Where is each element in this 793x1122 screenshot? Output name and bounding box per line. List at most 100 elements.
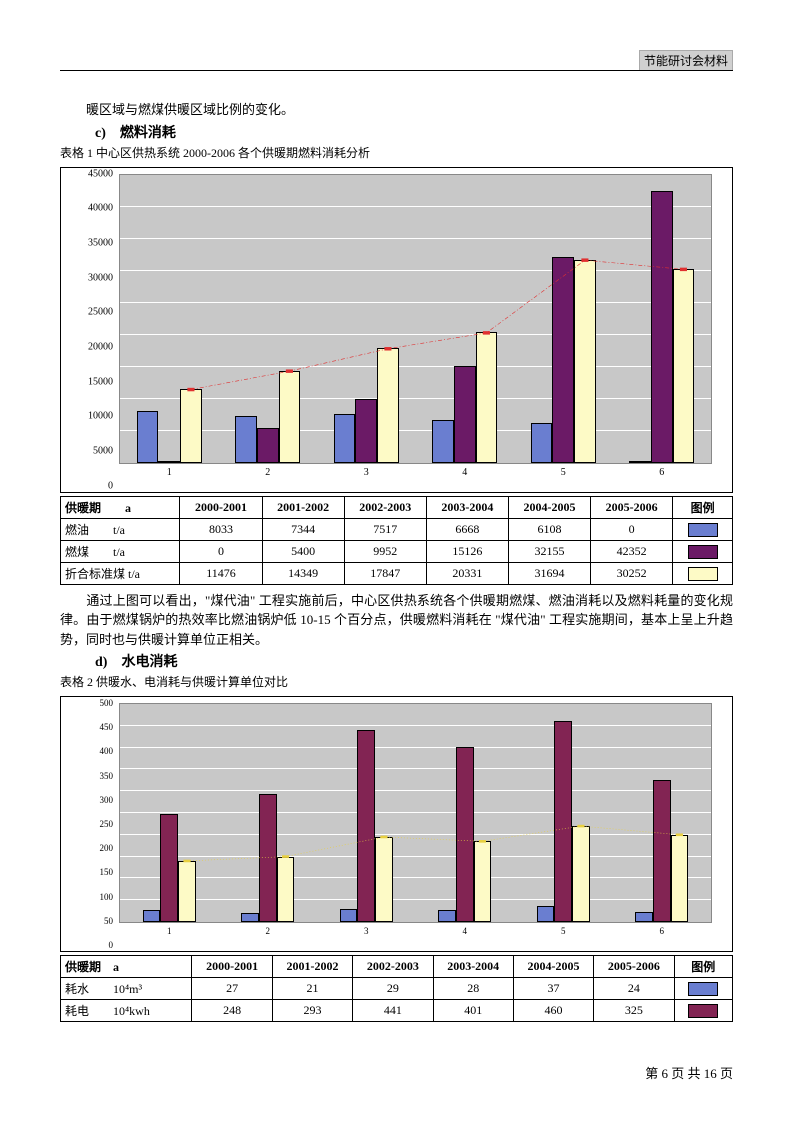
col-header: 2000-2001 [180,496,262,518]
row-label: 耗水 10⁴m³ [61,978,192,1000]
x-tick-label: 4 [463,926,468,936]
y-tick-label: 200 [73,843,113,853]
table2: 供暖期 a2000-20012001-20022002-20032003-200… [60,955,733,1022]
row-label: 燃煤 t/a [61,540,180,562]
bar [277,857,295,922]
bar [673,269,695,463]
bar [355,399,377,463]
row-label: 折合标准煤 t/a [61,562,180,584]
bar [572,826,590,922]
bar [160,814,178,922]
table-row: 耗水 10⁴m³272129283724 [61,978,733,1000]
cell: 248 [192,1000,272,1022]
y-tick-label: 45000 [73,168,113,179]
legend-swatch [688,1004,718,1018]
y-tick-label: 300 [73,795,113,805]
cell: 15126 [426,540,508,562]
bar [279,371,301,463]
section-d-label: d) 水电消耗 [95,651,733,671]
y-tick-label: 450 [73,722,113,732]
bar [554,721,572,922]
y-tick-label: 20000 [73,341,113,352]
bar [653,780,671,922]
legend-swatch [688,567,718,581]
bar [257,428,279,463]
cell: 42352 [591,540,673,562]
cell: 7517 [344,518,426,540]
cell: 14349 [262,562,344,584]
cell: 20331 [426,562,508,584]
y-tick-label: 50 [73,916,113,926]
plot-area: 123456 [119,174,712,464]
page-footer: 第 6 页 共 16 页 [645,1063,733,1082]
x-tick-label: 6 [659,467,664,478]
bar [178,861,196,922]
x-tick-label: 6 [660,926,665,936]
cell: 441 [353,1000,433,1022]
bar [671,835,689,922]
cell: 27 [192,978,272,1000]
col-header: 图例 [674,956,732,978]
x-tick-label: 3 [364,467,369,478]
cell: 29 [353,978,433,1000]
bars-layer [120,175,711,463]
section-c-label: c) 燃料消耗 [95,122,733,142]
col-header: 图例 [673,496,733,518]
bar [259,794,277,922]
chart2: 123456050100150200250300350400450500 [71,703,722,945]
col-header: 2002-2003 [353,956,433,978]
table-row: 耗电 10⁴kwh248293441401460325 [61,1000,733,1022]
cell: 0 [180,540,262,562]
y-tick-label: 100 [73,892,113,902]
bar [357,730,375,922]
swatch-cell [673,540,733,562]
col-header: 2001-2002 [262,496,344,518]
bar [241,913,259,922]
y-tick-label: 400 [73,746,113,756]
y-tick-label: 250 [73,819,113,829]
cell: 7344 [262,518,344,540]
x-tick-label: 1 [167,467,172,478]
chart1: 1234560500010000150002000025000300003500… [71,174,722,486]
y-tick-label: 500 [73,698,113,708]
col-header: 2003-2004 [433,956,513,978]
y-tick-label: 30000 [73,272,113,283]
cell: 24 [594,978,674,1000]
cell: 21 [272,978,352,1000]
bar [180,389,202,462]
legend-swatch [688,523,718,537]
col-header: 2004-2005 [508,496,590,518]
cell: 8033 [180,518,262,540]
swatch-cell [674,1000,732,1022]
y-tick-label: 350 [73,771,113,781]
bar [158,461,180,463]
bar [531,423,553,462]
bar [651,191,673,462]
x-tick-label: 5 [561,467,566,478]
x-tick-label: 1 [167,926,172,936]
bar [375,837,393,922]
bar [635,912,653,922]
cell: 401 [433,1000,513,1022]
y-tick-label: 15000 [73,376,113,387]
cell: 11476 [180,562,262,584]
middle-paragraph: 通过上图可以看出，"煤代油" 工程实施前后，中心区供热系统各个供暖期燃煤、燃油消… [60,591,733,650]
bar [137,411,159,462]
chart1-box: 1234560500010000150002000025000300003500… [60,167,733,493]
x-tick-label: 4 [462,467,467,478]
chart2-box: 123456050100150200250300350400450500 [60,696,733,952]
x-tick-label: 3 [364,926,369,936]
bars-layer [120,704,711,922]
plot-area: 123456 [119,703,712,923]
y-tick-label: 0 [73,940,113,950]
bar [438,910,456,922]
bar [334,414,356,462]
bar [629,461,651,463]
cell: 30252 [591,562,673,584]
y-tick-label: 40000 [73,203,113,214]
col-header: 2001-2002 [272,956,352,978]
cell: 325 [594,1000,674,1022]
cell: 460 [513,1000,593,1022]
bar [456,747,474,922]
legend-swatch [688,982,718,996]
